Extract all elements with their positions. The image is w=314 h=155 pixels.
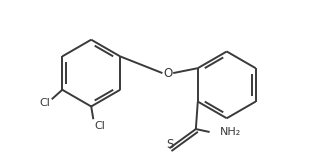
Text: Cl: Cl <box>95 121 106 131</box>
Text: NH₂: NH₂ <box>219 127 241 137</box>
Text: S: S <box>167 138 174 151</box>
Text: Cl: Cl <box>39 97 50 108</box>
Text: O: O <box>163 67 172 80</box>
